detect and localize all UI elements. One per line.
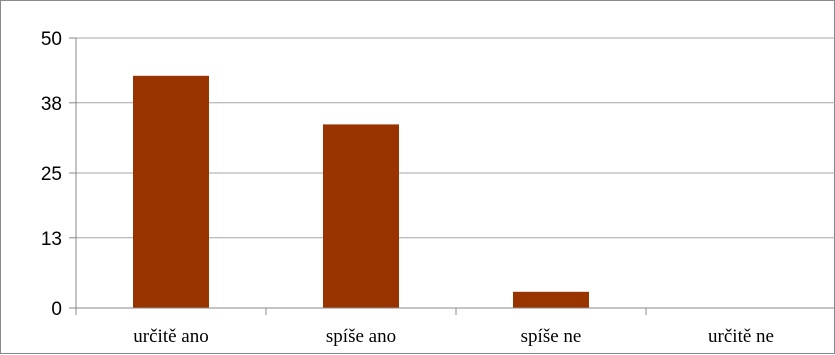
bar (323, 124, 399, 309)
bar (513, 291, 589, 308)
x-tick-label: určitě ne (708, 326, 774, 347)
bar (133, 75, 209, 308)
x-tick-labels: určitě ano spíše ano spíše ne určitě ne (133, 326, 774, 347)
y-tick-label: 13 (41, 229, 62, 250)
x-tick-label: určitě ano (133, 326, 208, 347)
bars (133, 75, 589, 309)
y-tick-labels: 0 13 25 38 50 (41, 29, 62, 320)
x-tick-label: spíše ano (326, 326, 396, 347)
axes (69, 37, 835, 315)
y-tick-label: 25 (41, 164, 62, 185)
x-tick-label: spíše ne (521, 326, 582, 347)
y-tick-label: 50 (41, 29, 62, 50)
y-tick-label: 38 (41, 94, 62, 115)
y-tick-label: 0 (51, 299, 62, 320)
